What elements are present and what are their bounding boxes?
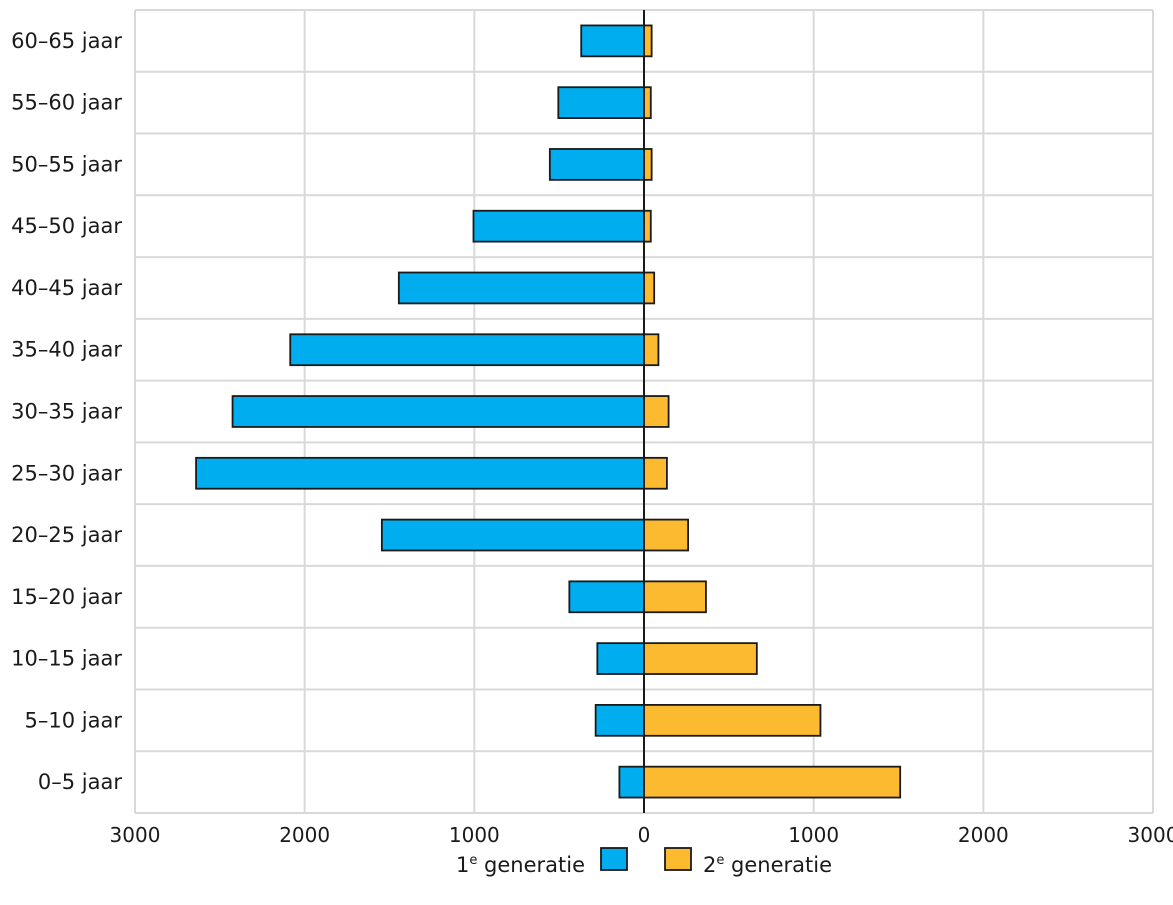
- category-label: 45–50 jaar: [11, 214, 122, 238]
- bar-1e-generatie: [596, 642, 645, 675]
- bar-2e-generatie: [643, 86, 652, 119]
- bar-2e-generatie: [643, 395, 670, 428]
- legend-label: 2e generatie: [703, 853, 832, 877]
- category-label: 5–10 jaar: [25, 708, 123, 732]
- bar-2e-generatie: [643, 765, 902, 799]
- bar-1e-generatie: [580, 24, 645, 58]
- bar-1e-generatie: [568, 580, 645, 614]
- bar-1e-generatie: [548, 148, 645, 181]
- bar-2e-generatie: [643, 580, 707, 614]
- bar-2e-generatie: [643, 148, 653, 181]
- category-label: 15–20 jaar: [11, 585, 122, 609]
- bar-2e-generatie: [643, 456, 668, 490]
- x-tick-label: 2000: [958, 823, 1009, 847]
- bar-2e-generatie: [643, 518, 690, 552]
- x-tick-label: 0: [638, 823, 651, 847]
- x-tick-label: 3000: [1128, 823, 1173, 847]
- bar-1e-generatie: [618, 765, 645, 799]
- bar-1e-generatie: [594, 704, 645, 737]
- bar-2e-generatie: [643, 271, 656, 305]
- x-tick-labels: 3000 2000 1000 0 1000 2000 3000: [110, 823, 1173, 847]
- category-label: 10–15 jaar: [11, 647, 122, 671]
- category-label: 50–55 jaar: [11, 152, 122, 176]
- category-labels: 60–65 jaar 55–60 jaar 50–55 jaar 45–50 jaar…: [11, 29, 122, 794]
- bar-2e-generatie: [643, 642, 758, 675]
- legend: 1e generatie 2e generatie: [456, 847, 832, 877]
- legend-label: 1e generatie: [456, 853, 585, 877]
- bar-1e-generatie: [380, 518, 645, 552]
- bar-1e-generatie: [397, 271, 645, 305]
- category-label: 0–5 jaar: [38, 770, 122, 794]
- x-tick-label: 2000: [279, 823, 330, 847]
- bar-1e-generatie: [472, 209, 645, 243]
- category-label: 60–65 jaar: [11, 29, 122, 53]
- category-label: 55–60 jaar: [11, 91, 122, 115]
- bars: [195, 24, 902, 799]
- legend-swatch-2e-generatie: [664, 847, 692, 871]
- bar-1e-generatie: [289, 333, 645, 367]
- bar-2e-generatie: [643, 24, 653, 58]
- bar-2e-generatie: [643, 209, 652, 243]
- legend-swatch-1e-generatie: [600, 847, 628, 871]
- bar-2e-generatie: [643, 704, 822, 737]
- x-tick-label: 3000: [110, 823, 161, 847]
- x-tick-label: 1000: [788, 823, 839, 847]
- bar-2e-generatie: [643, 333, 660, 367]
- category-label: 25–30 jaar: [11, 461, 122, 485]
- category-label: 35–40 jaar: [11, 338, 122, 362]
- category-label: 40–45 jaar: [11, 276, 122, 300]
- category-label: 30–35 jaar: [11, 400, 122, 424]
- bar-1e-generatie: [557, 86, 645, 119]
- category-label: 20–25 jaar: [11, 523, 122, 547]
- bar-1e-generatie: [195, 456, 645, 490]
- x-tick-label: 1000: [449, 823, 500, 847]
- bar-1e-generatie: [231, 395, 645, 428]
